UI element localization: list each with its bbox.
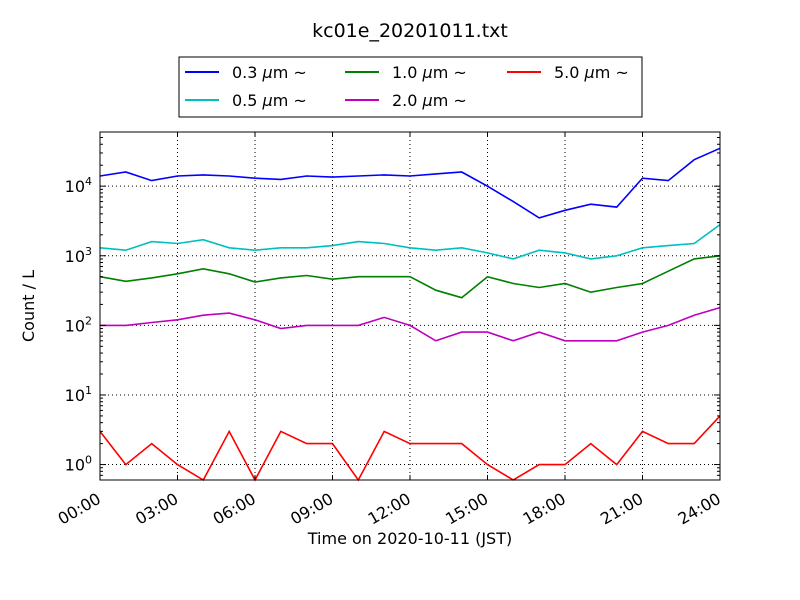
series-line-1-0-um	[99, 255, 721, 299]
legend-label-5-0: 5.0 μm ~	[554, 63, 629, 82]
y-tick-label: 104	[65, 175, 92, 196]
x-tick-label: 00:00	[55, 489, 104, 529]
legend-label-0-5: 0.5 μm ~	[232, 91, 307, 110]
legend: 0.3 μm ~ 0.5 μm ~ 1.0 μm ~ 2.0 μm ~ 5.0 μm ~	[178, 56, 643, 118]
x-tick-label: 21:00	[597, 489, 646, 529]
chart-title: kc01e_20201011.txt	[312, 20, 508, 42]
y-tick-label: 102	[65, 314, 92, 335]
y-tick-label: 103	[65, 245, 92, 266]
legend-label-0-3: 0.3 μm ~	[232, 63, 307, 82]
series-layer	[99, 147, 721, 482]
y-axis-ticks: 100 101 102 103 104	[65, 131, 720, 481]
series-line-0-3-um	[99, 147, 721, 219]
x-tick-label: 18:00	[520, 489, 569, 529]
x-tick-label: 12:00	[365, 489, 414, 529]
x-tick-label: 03:00	[132, 489, 181, 529]
x-axis-ticks: 00:00 03:00 06:00 09:00 12:00 15:00 18:00 21:00…	[55, 132, 724, 529]
y-axis-label: Count / L	[19, 270, 38, 342]
series-line-0-5-um	[99, 223, 721, 260]
x-axis-label: Time on 2020-10-11 (JST)	[307, 529, 512, 548]
x-tick-label: 09:00	[287, 489, 336, 529]
legend-label-2-0: 2.0 μm ~	[392, 91, 467, 110]
grid-lines	[99, 132, 721, 480]
legend-label-1-0: 1.0 μm ~	[392, 63, 467, 82]
series-line-2-0-um	[100, 306, 721, 342]
legend-frame	[178, 56, 643, 118]
x-tick-label: 24:00	[675, 489, 724, 529]
y-tick-label: 101	[65, 384, 92, 405]
series-line-5-0-um	[99, 415, 721, 482]
y-tick-label: 100	[65, 454, 92, 475]
x-tick-label: 06:00	[210, 489, 259, 529]
x-tick-label: 15:00	[442, 489, 491, 529]
